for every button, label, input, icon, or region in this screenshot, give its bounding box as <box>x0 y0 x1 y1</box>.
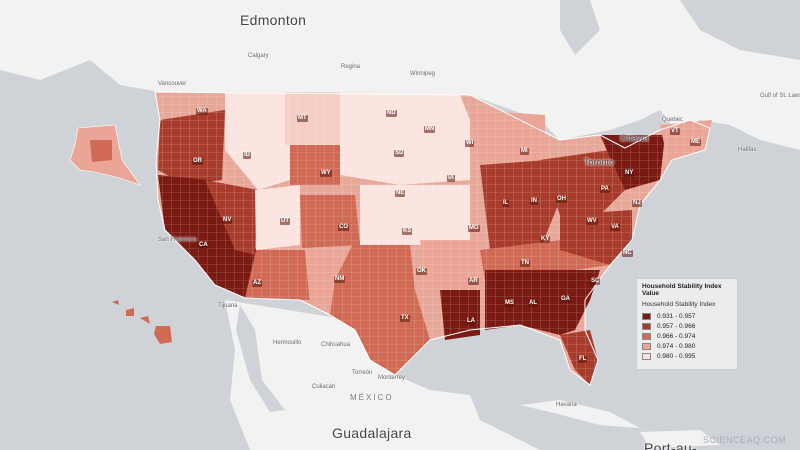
state-label: IN <box>530 198 538 205</box>
state-label: OH <box>556 196 567 203</box>
state-label: OR <box>192 158 203 165</box>
legend-swatch <box>642 312 651 320</box>
cuba-land <box>520 400 640 428</box>
place-label: Edmonton <box>240 12 307 28</box>
hawaii <box>112 300 172 344</box>
legend-label: 0.931 - 0.957 <box>657 312 696 320</box>
place-label: Tijuana <box>218 303 238 309</box>
state-label: WA <box>196 108 208 115</box>
state-label: SD <box>394 150 405 157</box>
state-label: VA <box>610 224 620 231</box>
legend-item: 0.957 - 0.966 <box>642 321 732 331</box>
state-label: AR <box>468 278 479 285</box>
state-label: NV <box>222 217 233 224</box>
place-label: Quebec <box>662 117 684 123</box>
state-label: NY <box>624 170 635 177</box>
legend-item: 0.966 - 0.974 <box>642 331 732 341</box>
place-label: Vancouver <box>158 81 187 87</box>
state-label: WI <box>465 140 475 147</box>
legend-label: 0.966 - 0.974 <box>657 332 696 340</box>
state-label: IL <box>502 200 510 207</box>
map-legend: Household Stability Index Value Househol… <box>636 278 738 370</box>
place-label: MÉXICO <box>350 393 394 402</box>
state-label: FL <box>578 356 588 363</box>
state-label: MT <box>297 115 308 122</box>
state-label: IA <box>447 175 455 182</box>
state-label: ID <box>243 152 251 159</box>
state-label: UT <box>280 218 290 225</box>
state-label: MO <box>468 225 480 232</box>
place-label: Toronto <box>584 157 615 167</box>
state-label: ND <box>386 110 397 117</box>
place-label: Chihuahua <box>321 342 351 348</box>
state-label: ME <box>690 139 701 146</box>
place-label: Hermosillo <box>273 340 302 346</box>
place-label: San Francisco <box>158 237 197 243</box>
place-label: Winnipeg <box>410 71 436 77</box>
state-label: MI <box>520 148 529 155</box>
place-label: Guadalajara <box>332 425 412 441</box>
place-label: Havana <box>556 402 577 408</box>
legend-swatch <box>642 352 651 360</box>
place-label: Monterrey <box>378 375 406 381</box>
place-label: Port-au- <box>644 440 697 450</box>
watermark: SCIENCEAQ.COM <box>702 435 786 445</box>
state-label: TN <box>520 260 530 267</box>
state-label: NC <box>622 250 633 257</box>
mexico-land <box>225 300 540 450</box>
legend-swatch <box>642 342 651 350</box>
state-label: OK <box>416 268 427 275</box>
state-label: PA <box>600 186 610 193</box>
state-label: MN <box>424 126 436 133</box>
state-label: MS <box>504 300 515 307</box>
legend-subtitle: Household Stability Index <box>642 301 716 308</box>
state-label: VT <box>670 128 680 135</box>
state-label: KS <box>402 228 413 235</box>
state-label: NM <box>334 276 346 283</box>
place-label: Calgary <box>248 53 269 59</box>
canada-land <box>0 0 800 150</box>
state-label: LA <box>466 318 476 325</box>
state-label: WY <box>320 170 332 177</box>
legend-label: 0.974 - 0.980 <box>657 342 696 350</box>
legend-swatch <box>642 332 651 340</box>
state-label: CO <box>338 224 349 231</box>
place-label: Culiacán <box>312 384 336 390</box>
legend-item: 0.974 - 0.980 <box>642 341 732 351</box>
state-label: WV <box>586 218 598 225</box>
state-label: AZ <box>252 280 262 287</box>
legend-label: 0.957 - 0.966 <box>657 322 696 330</box>
legend-label: 0.980 - 0.995 <box>657 352 696 360</box>
legend-swatch <box>642 322 651 330</box>
state-label: CA <box>198 242 209 249</box>
state-label: NE <box>395 190 406 197</box>
state-label: SC <box>590 278 601 285</box>
legend-item: 0.931 - 0.957 <box>642 311 732 321</box>
place-label: Torreón <box>352 370 373 376</box>
state-label: AL <box>528 300 538 307</box>
state-label: KY <box>540 236 551 243</box>
place-label: Regina <box>341 64 361 70</box>
place-label: Ottawa <box>620 133 649 143</box>
place-label: Gulf of St. Lawrence <box>760 93 800 99</box>
place-label: Halifax <box>738 147 757 153</box>
state-label: GA <box>560 296 571 303</box>
legend-item: 0.980 - 0.995 <box>642 351 732 361</box>
state-label: NJ <box>632 200 642 207</box>
legend-title: Household Stability Index Value <box>642 283 722 297</box>
state-label: TX <box>400 315 410 322</box>
